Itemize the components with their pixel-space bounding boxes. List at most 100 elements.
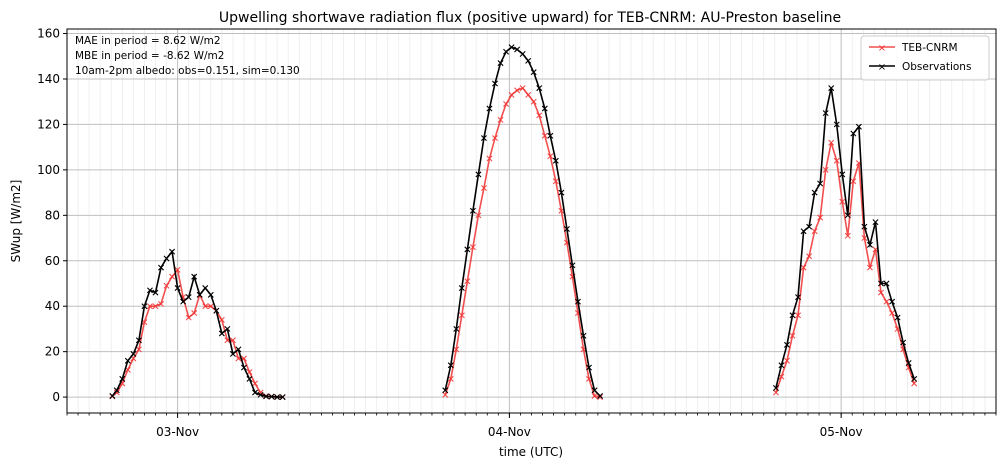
y-tick-label: 40 xyxy=(45,299,60,313)
data-point xyxy=(141,303,148,310)
data-point xyxy=(795,294,802,301)
chart-title: Upwelling shortwave radiation flux (posi… xyxy=(219,10,841,26)
data-point xyxy=(268,393,275,400)
data-point xyxy=(806,223,813,230)
data-point xyxy=(552,178,559,185)
data-point xyxy=(806,253,813,260)
data-point xyxy=(525,91,532,98)
data-point xyxy=(783,341,790,348)
data-point xyxy=(580,332,587,339)
data-point xyxy=(229,350,236,357)
y-tick-label: 0 xyxy=(52,390,60,404)
data-point xyxy=(497,116,504,123)
y-tick-label: 140 xyxy=(37,72,60,86)
data-point xyxy=(158,300,164,307)
data-point xyxy=(180,298,187,305)
data-point xyxy=(789,312,796,319)
data-point xyxy=(503,100,510,107)
data-point xyxy=(213,307,220,314)
data-point xyxy=(207,303,214,310)
data-point xyxy=(263,393,270,400)
data-point xyxy=(552,157,559,164)
grid-minor xyxy=(66,29,997,413)
y-tick-label: 100 xyxy=(37,163,60,177)
data-point xyxy=(191,310,198,317)
data-point xyxy=(480,135,487,142)
data-point xyxy=(497,60,504,67)
data-point xyxy=(274,394,281,401)
annotation-albedo: 10am-2pm albedo: obs=0.151, sim=0.130 xyxy=(75,65,300,77)
data-point xyxy=(458,312,465,319)
data-point xyxy=(530,69,537,76)
data-point xyxy=(475,212,482,219)
x-tick-label: 05-Nov xyxy=(820,425,863,439)
data-point xyxy=(109,392,116,399)
data-point xyxy=(833,157,840,164)
data-point xyxy=(839,171,846,178)
data-point xyxy=(279,394,286,401)
legend-label-obs: Observations xyxy=(902,61,971,73)
data-point xyxy=(202,285,209,292)
data-point xyxy=(844,212,851,219)
data-point xyxy=(229,337,236,344)
data-point xyxy=(240,364,247,371)
data-point xyxy=(185,294,192,301)
data-point xyxy=(158,264,164,271)
data-point xyxy=(508,44,515,51)
data-point xyxy=(850,178,857,185)
data-point xyxy=(218,316,225,323)
grid-major xyxy=(67,29,996,413)
data-point xyxy=(174,285,181,292)
data-point xyxy=(185,314,192,321)
data-point xyxy=(574,298,581,305)
data-point xyxy=(235,346,242,353)
data-point xyxy=(486,155,493,162)
data-point xyxy=(492,80,498,87)
legend-label-teb: TEB-CNRM xyxy=(901,42,958,54)
data-point xyxy=(458,285,465,292)
data-point xyxy=(152,303,159,310)
data-point xyxy=(569,262,576,269)
data-point xyxy=(894,314,901,321)
data-point xyxy=(464,246,471,253)
data-point xyxy=(218,330,225,337)
data-point xyxy=(464,278,471,285)
data-point xyxy=(795,312,802,319)
data-point xyxy=(811,228,818,235)
data-point xyxy=(252,389,259,396)
data-point xyxy=(442,391,449,398)
data-point xyxy=(597,394,604,401)
data-point xyxy=(525,57,532,64)
legend-marker-obs: × xyxy=(878,62,886,73)
data-point xyxy=(822,110,829,117)
data-point xyxy=(563,225,570,232)
data-point xyxy=(169,273,176,280)
data-point xyxy=(536,85,543,92)
data-point xyxy=(453,325,460,332)
data-point xyxy=(900,339,907,346)
data-point xyxy=(783,357,790,364)
data-point xyxy=(191,273,198,280)
data-point xyxy=(252,380,259,387)
data-point xyxy=(800,228,807,235)
data-point xyxy=(597,392,604,399)
data-point xyxy=(169,248,176,255)
data-point xyxy=(877,280,884,287)
data-point xyxy=(817,180,824,187)
data-point xyxy=(839,198,846,205)
data-point xyxy=(113,389,120,396)
annotation-mbe: MBE in period = -8.62 W/m2 xyxy=(75,50,224,62)
y-axis-title: SWup [W/m2] xyxy=(9,180,23,263)
data-point xyxy=(152,289,159,296)
x-tick-label: 03-Nov xyxy=(156,425,199,439)
data-point xyxy=(911,375,918,382)
series-line xyxy=(111,249,283,398)
data-point xyxy=(480,185,487,192)
legend-marker-teb: × xyxy=(878,43,886,54)
data-point xyxy=(503,48,510,55)
data-point xyxy=(822,166,829,173)
data-point xyxy=(800,264,807,271)
data-point xyxy=(889,298,896,305)
data-point xyxy=(163,255,170,262)
legend: × TEB-CNRM × Observations xyxy=(860,35,990,81)
